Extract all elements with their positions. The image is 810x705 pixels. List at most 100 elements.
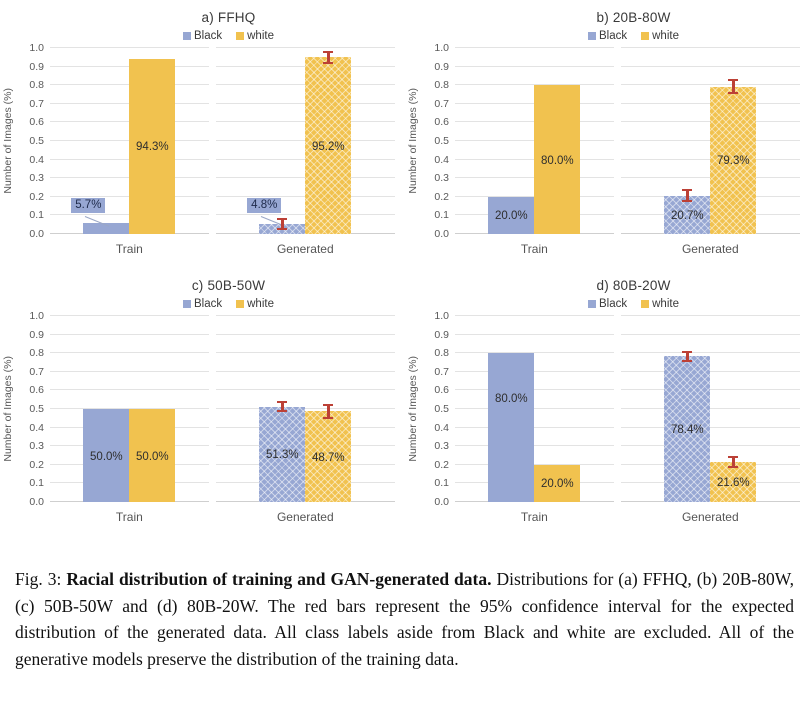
gridline xyxy=(215,389,395,391)
x-tick-label-train: Train xyxy=(520,510,548,524)
plot-area: 50.0% 50.0% Train 51.3% 48.7% Generated xyxy=(50,315,395,524)
legend-label: Black xyxy=(194,298,223,310)
y-tick-label: 0.5 xyxy=(434,135,449,147)
y-tick-label: 0.6 xyxy=(434,116,449,129)
y-tick-label: 0.5 xyxy=(29,135,44,147)
y-tick-label: 1.0 xyxy=(29,42,44,54)
y-tick-label: 0.3 xyxy=(434,172,449,185)
gridline xyxy=(620,445,800,447)
bar-group-train: 80.0% 20.0% xyxy=(488,316,581,502)
y-tick-label: 1.0 xyxy=(434,42,449,54)
y-axis-ticks: 1.0 0.9 0.8 0.7 0.6 0.5 0.4 0.3 0.2 0.1 0.0 xyxy=(421,42,455,240)
legend-label: white xyxy=(652,30,679,42)
bar-value-label: 94.3% xyxy=(136,141,169,154)
gridline xyxy=(215,333,395,335)
bar-value-label: 48.7% xyxy=(311,451,345,464)
bar-group-train: 5.7% 94.3% xyxy=(71,48,176,234)
y-tick-label: 0.3 xyxy=(434,440,449,453)
bar-group-generated: 4.8% 95.2% xyxy=(247,48,352,235)
legend-label: Black xyxy=(194,30,223,42)
legend-swatch-icon xyxy=(183,32,191,40)
legend-item-black: Black xyxy=(183,298,222,310)
error-bar xyxy=(323,403,334,419)
bar-group-generated: 20.7% 79.3% xyxy=(664,48,757,235)
error-bar xyxy=(682,350,693,362)
bar-fill xyxy=(129,58,176,234)
chart-ffhq: a) FFHQ Black white Number of Images (%) 1.0… xyxy=(0,0,405,268)
bar-fill xyxy=(129,409,176,502)
legend-label: white xyxy=(247,30,274,42)
y-tick-label: 0.4 xyxy=(29,153,44,166)
error-bar xyxy=(728,455,739,468)
legend-label: Black xyxy=(599,298,628,310)
y-tick-label: 0.4 xyxy=(434,153,449,166)
gridline xyxy=(455,426,614,428)
panel-generated: 4.8% 95.2% Generated xyxy=(215,47,395,256)
bar-value-label: 20.0% xyxy=(495,210,528,223)
gridline xyxy=(620,408,800,409)
y-tick-label: 0.0 xyxy=(434,228,449,240)
y-tick-label: 0.3 xyxy=(29,172,44,185)
bar-white-generated: 95.2% xyxy=(305,48,352,234)
bar-value-label: 78.4% xyxy=(670,424,704,437)
y-tick-label: 0.2 xyxy=(29,190,44,203)
bar-white-generated: 21.6% xyxy=(710,316,757,503)
y-tick-label: 0.5 xyxy=(29,403,44,415)
bar-black-generated: 20.7% xyxy=(664,48,711,234)
error-bar xyxy=(323,50,334,64)
legend-label: white xyxy=(247,298,274,310)
y-axis-title: Number of Images (%) xyxy=(0,48,16,234)
chart-80b-20w: d) 80B-20W Black white Number of Images (%)… xyxy=(405,268,810,536)
gridline xyxy=(455,315,614,316)
bar-fill xyxy=(259,406,306,503)
bar-value-label: 21.6% xyxy=(716,476,750,489)
gridline xyxy=(455,389,614,391)
y-tick-label: 0.6 xyxy=(29,116,44,129)
caption-body: Distributions for (a) FFHQ, (b) 20B-80W,… xyxy=(15,569,794,669)
gridline xyxy=(215,47,395,48)
gridline xyxy=(620,65,800,67)
chart-title: b) 20B-80W xyxy=(596,10,671,25)
y-tick-label: 0.9 xyxy=(434,328,449,341)
bar-fill xyxy=(83,223,130,234)
gridline xyxy=(50,352,209,354)
bar-value-callout: 4.8% xyxy=(247,198,282,213)
y-axis-title: Number of Images (%) xyxy=(405,316,421,502)
legend-swatch-icon xyxy=(588,32,596,40)
bar-fill xyxy=(710,461,757,503)
y-tick-label: 0.9 xyxy=(29,328,44,341)
gridline xyxy=(50,333,209,335)
bar-value-label: 80.0% xyxy=(495,392,528,405)
caption-bold-title: Racial distribution of training and GAN-… xyxy=(66,569,492,589)
y-tick-label: 0.4 xyxy=(434,421,449,434)
y-tick-label: 0.1 xyxy=(434,477,449,490)
chart-20b-80w: b) 20B-80W Black white Number of Images (%)… xyxy=(405,0,810,268)
legend-item-white: white xyxy=(641,30,679,42)
bar-white-train: 50.0% xyxy=(129,316,176,502)
legend-label: white xyxy=(652,298,679,310)
y-axis-ticks: 1.0 0.9 0.8 0.7 0.6 0.5 0.4 0.3 0.2 0.1 0.0 xyxy=(16,310,50,508)
y-axis-title-text: Number of Images (%) xyxy=(407,88,419,194)
y-tick-label: 0.0 xyxy=(434,496,449,508)
charts-grid: a) FFHQ Black white Number of Images (%) 1.0… xyxy=(0,0,810,536)
error-bar xyxy=(682,189,693,202)
bar-value-label: 79.3% xyxy=(716,155,750,168)
chart-50b-50w: c) 50B-50W Black white Number of Images (%)… xyxy=(0,268,405,536)
bar-white-train: 80.0% xyxy=(534,48,581,234)
gridline xyxy=(455,370,614,372)
legend-swatch-icon xyxy=(183,300,191,308)
bar-value-label: 50.0% xyxy=(136,450,169,463)
bar-group-train: 50.0% 50.0% xyxy=(83,316,176,502)
gridline xyxy=(50,408,209,409)
gridline xyxy=(620,47,800,48)
y-tick-label: 0.2 xyxy=(434,458,449,471)
bar-black-train: 20.0% xyxy=(488,48,535,234)
bar-white-generated: 48.7% xyxy=(305,316,352,502)
bar-black-generated: 51.3% xyxy=(259,316,306,503)
legend-item-black: Black xyxy=(183,30,222,42)
y-axis-ticks: 1.0 0.9 0.8 0.7 0.6 0.5 0.4 0.3 0.2 0.1 0.0 xyxy=(421,310,455,508)
y-tick-label: 0.8 xyxy=(29,79,44,92)
gridline xyxy=(50,315,209,316)
x-tick-label-generated: Generated xyxy=(681,510,739,524)
